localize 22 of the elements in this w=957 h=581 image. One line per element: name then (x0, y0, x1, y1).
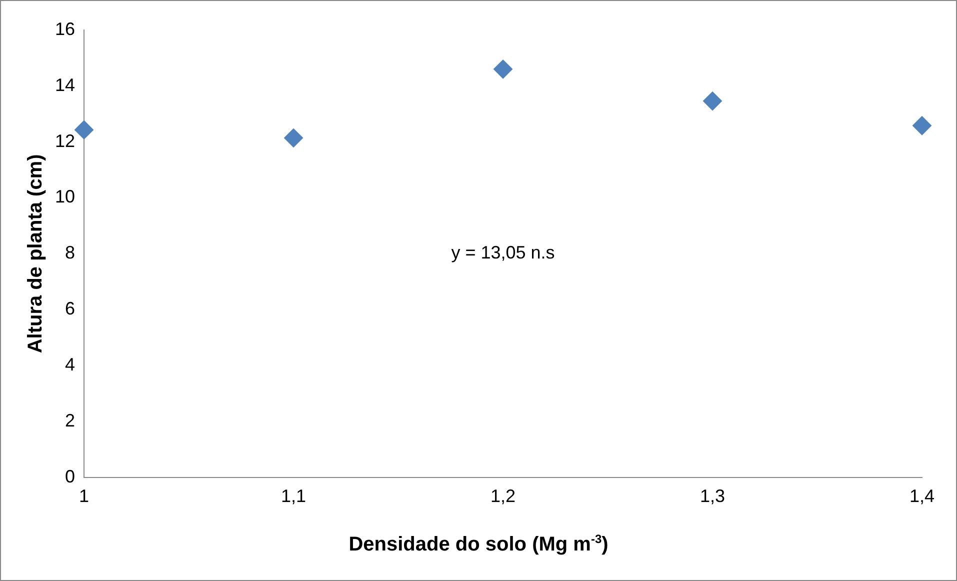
y-tick-label: 16 (54, 18, 76, 39)
point (284, 128, 304, 148)
x-tick-label: 1 (79, 486, 90, 506)
point (494, 60, 513, 79)
y-tick-label: 10 (54, 186, 76, 207)
point (74, 120, 94, 140)
point (703, 92, 722, 111)
y-tick-label: 4 (65, 354, 76, 375)
point (912, 116, 932, 136)
x-tick-label: 1,4 (909, 486, 935, 506)
y-tick-label: 2 (65, 410, 76, 430)
x-tick-label: 1,2 (490, 486, 516, 506)
x-axis-title: Densidade do solo (Mg m$^{-3}$) (348, 532, 610, 557)
y-tick-label: 14 (54, 74, 76, 95)
y-axis-title: Altura de planta (cm) (24, 154, 47, 354)
y-tick-label: 8 (65, 242, 76, 263)
y-tick-label: 12 (54, 130, 76, 151)
x-tick-label: 1,1 (281, 486, 306, 506)
y-tick-label: 0 (65, 466, 76, 486)
x-tick-label: 1,3 (700, 486, 726, 506)
annotation: y = 13,05 n.s (451, 242, 555, 263)
y-tick-label: 6 (65, 298, 76, 319)
